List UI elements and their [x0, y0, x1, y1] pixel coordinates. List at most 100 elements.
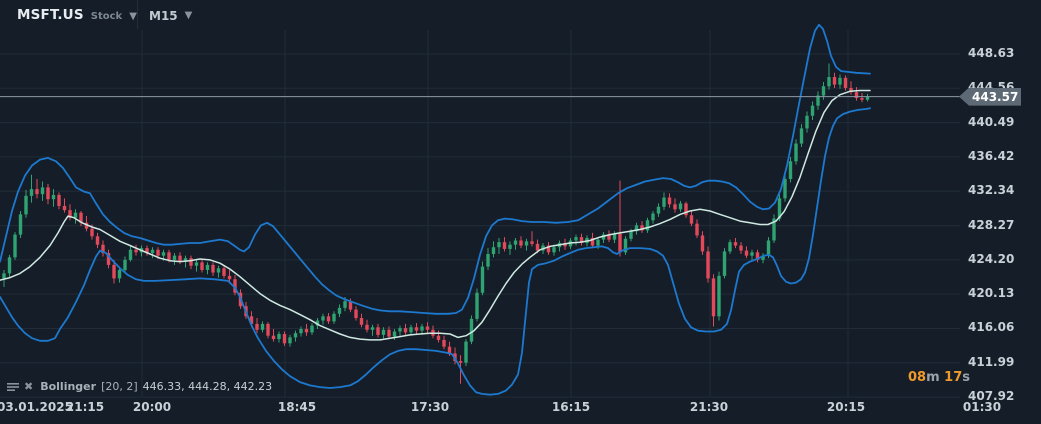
time-axis-label: 03.01.2025: [0, 400, 73, 414]
candle-body: [722, 251, 727, 276]
candle-body: [414, 327, 419, 331]
countdown-seconds-unit: s: [962, 370, 970, 385]
chevron-down-icon: ▼: [129, 11, 137, 22]
symbol-selector[interactable]: MSFT.US Stock ▼: [17, 7, 137, 23]
candle-body: [810, 105, 815, 116]
candle-body: [310, 325, 314, 333]
candle-body: [282, 334, 287, 344]
candle-body: [519, 240, 523, 246]
candle-body: [189, 258, 193, 266]
price-axis[interactable]: 448.63 444.56 440.49 436.42 432.34 428.27 424.…: [961, 0, 1041, 424]
candle-body: [865, 96, 870, 100]
time-axis-label: 18:45: [277, 400, 317, 414]
candle-body: [838, 77, 842, 85]
time-axis[interactable]: 03.01.2025 21:15 20:00 18:45 17:30 16:15 21:30…: [0, 398, 1041, 416]
candle-body: [667, 197, 672, 205]
time-axis-label: 20:00: [132, 400, 172, 414]
candle-body: [29, 189, 34, 196]
candle-body: [398, 328, 402, 332]
candle-body: [183, 258, 188, 262]
candle-body: [645, 220, 650, 231]
candle-body: [728, 242, 732, 252]
time-axis-label: 17:30: [410, 400, 450, 414]
candle-body: [46, 187, 50, 200]
candle-body: [563, 243, 567, 247]
candle-body: [546, 245, 551, 253]
timeframe-selector[interactable]: M15 ▼: [149, 9, 192, 23]
current-price-badge: 443.57: [959, 87, 1021, 106]
candle-body: [816, 95, 820, 106]
candle-body: [51, 194, 56, 200]
candle-body: [167, 252, 171, 260]
candle-body: [156, 249, 160, 256]
candle-body: [502, 242, 507, 249]
candle-body: [695, 223, 699, 236]
candle-body: [772, 218, 776, 241]
candle-body: [409, 327, 413, 333]
candle-body: [821, 86, 826, 96]
candle-body: [123, 259, 127, 270]
candle-body: [711, 278, 716, 317]
candle-body: [854, 92, 859, 99]
candle-body: [73, 212, 78, 218]
candle-body: [117, 269, 122, 279]
candle-body: [392, 331, 397, 337]
time-axis-label: 21:15: [65, 400, 105, 414]
symbol-name: MSFT.US: [17, 7, 84, 23]
candle-body: [486, 253, 490, 267]
time-axis-label: 01:30: [962, 400, 1002, 414]
indicator-params: [20, 2]: [101, 380, 138, 393]
indicator-name: Bollinger: [40, 380, 97, 393]
candle-body: [370, 327, 375, 330]
candle-body: [57, 194, 61, 206]
candle-body: [425, 326, 430, 330]
candle-body: [629, 231, 633, 239]
price-axis-label: 432.34: [968, 183, 1015, 198]
candle-body: [299, 328, 303, 334]
candle-body: [706, 251, 710, 279]
candle-body: [7, 257, 12, 274]
time-axis-label: 16:15: [551, 400, 591, 414]
candle-body: [860, 98, 864, 100]
candle-body: [227, 275, 232, 280]
candle-body: [161, 252, 166, 256]
candle-body: [442, 339, 446, 347]
candle-body: [491, 247, 496, 254]
candle-body: [315, 320, 320, 326]
price-axis-label: 436.42: [968, 148, 1015, 163]
candle-body: [354, 309, 358, 319]
candle-body: [216, 268, 221, 273]
candle-body: [766, 240, 771, 256]
candle-body: [293, 333, 298, 338]
instrument-type: Stock: [90, 11, 123, 22]
indicator-remove-icon[interactable]: ✖: [24, 380, 34, 393]
candle-body: [678, 203, 683, 210]
candle-body: [607, 234, 611, 240]
candle-body: [497, 242, 501, 248]
candle-body: [255, 323, 259, 330]
candle-body: [260, 323, 265, 330]
candle-body: [348, 301, 353, 310]
candle-body: [194, 262, 199, 266]
price-axis-label: 428.27: [968, 217, 1015, 232]
candle-body: [651, 213, 655, 221]
countdown-seconds: 17: [944, 370, 963, 385]
candle-body: [95, 236, 100, 245]
indicator-values: 446.33, 444.28, 442.23: [142, 380, 273, 393]
candle-body: [623, 238, 628, 253]
time-axis-label: 20:15: [826, 400, 866, 414]
candle-body: [403, 328, 408, 333]
candle-body: [794, 143, 798, 162]
candle-body: [304, 328, 309, 333]
candle-body: [447, 346, 452, 354]
indicator-settings-icon[interactable]: [7, 381, 19, 392]
candle-body: [145, 248, 149, 254]
candle-body: [332, 313, 336, 322]
candle-body: [640, 225, 644, 231]
candle-body: [612, 233, 617, 240]
indicator-legend: ✖ Bollinger [20, 2] 446.33, 444.28, 442.…: [7, 379, 272, 394]
candle-body: [343, 301, 347, 308]
candle-body: [2, 273, 6, 279]
candle-body: [805, 115, 809, 129]
